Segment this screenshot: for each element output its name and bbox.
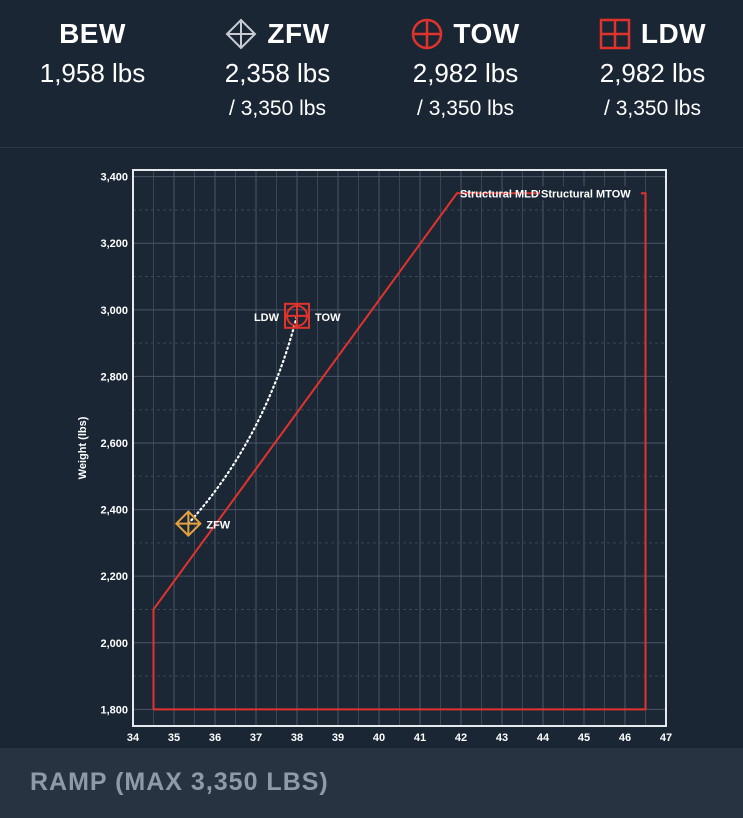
- zfw-marker-label: ZFW: [206, 520, 230, 532]
- x-tick-label: 45: [578, 732, 590, 744]
- x-tick-label: 47: [660, 732, 672, 744]
- zfw-max: / 3,350 lbs: [229, 97, 326, 120]
- bew-value: 1,958 lbs: [39, 58, 146, 88]
- x-tick-label: 36: [209, 732, 221, 744]
- cg-envelope-chart-area: Structural MLDW Structural MTOW ZFW TOW LDW…: [0, 148, 743, 748]
- y-tick-label: 3,200: [100, 238, 128, 250]
- diamond-crosshair-icon: [226, 18, 257, 50]
- x-tick-label: 39: [332, 732, 344, 744]
- weight-path: [187, 314, 299, 525]
- tow-max: / 3,350 lbs: [417, 97, 514, 120]
- x-tick-label: 34: [127, 732, 140, 744]
- plot-frame: [132, 169, 667, 727]
- tow-marker-label: TOW: [315, 312, 341, 324]
- envelope-label-mldw: Structural MLDW: [460, 188, 550, 200]
- x-tick-label: 43: [496, 732, 508, 744]
- zfw-stat: ZFW 2,358 lbs / 3,350 lbs: [205, 14, 350, 121]
- x-tick-label: 37: [250, 732, 262, 744]
- y-tick-label: 2,200: [100, 571, 128, 583]
- bew-stat: BEW 1,958 lbs: [30, 14, 155, 89]
- x-tick-label: 46: [619, 732, 631, 744]
- weight-summary-header: BEW 1,958 lbs ZFW 2,358 lbs / 3,350 lbs …: [0, 0, 743, 148]
- tow-label: TOW: [453, 18, 520, 49]
- ldw-marker-label: LDW: [254, 312, 280, 324]
- y-tick-label: 2,000: [100, 638, 128, 650]
- tow-value: 2,982 lbs: [412, 58, 519, 88]
- ldw-value: 2,982 lbs: [599, 58, 706, 88]
- x-tick-label: 35: [168, 732, 180, 744]
- ldw-label: LDW: [640, 18, 707, 49]
- y-axis-label: Weight (lbs): [77, 416, 89, 479]
- x-tick-label: 41: [414, 732, 426, 744]
- y-tick-label: 2,400: [100, 505, 128, 517]
- envelope-label-mtow-background: [540, 186, 641, 201]
- zfw-label: ZFW: [267, 18, 330, 49]
- ldw-stat: LDW 2,982 lbs / 3,350 lbs: [580, 14, 725, 121]
- ldw-max: / 3,350 lbs: [604, 97, 701, 120]
- bew-label: BEW: [59, 18, 126, 49]
- y-tick-label: 2,800: [100, 371, 128, 383]
- ramp-title: RAMP (MAX 3,350 LBS): [30, 768, 329, 796]
- y-tick-label: 1,800: [100, 704, 128, 716]
- square-crosshair-icon: [599, 18, 631, 50]
- x-tick-label: 44: [537, 732, 550, 744]
- ramp-footer: RAMP (MAX 3,350 LBS): [0, 748, 743, 818]
- y-tick-label: 3,000: [100, 305, 128, 317]
- circle-crosshair-icon: [412, 18, 443, 50]
- x-tick-label: 40: [373, 732, 385, 744]
- y-tick-label: 3,400: [100, 172, 128, 184]
- envelope-label-mtow: Structural MTOW: [541, 188, 631, 200]
- zfw-value: 2,358 lbs: [224, 58, 331, 88]
- zfw-to-tow-path: [187, 314, 299, 525]
- x-tick-label: 38: [291, 732, 303, 744]
- axes: 34 35 36 37 38 39 40 41 42 43 44 45 46 47 1,800 2,000 2,…: [100, 172, 672, 744]
- tow-stat: TOW 2,982 lbs / 3,350 lbs: [393, 14, 538, 121]
- markers: ZFW TOW LDW: [174, 302, 341, 537]
- x-tick-label: 42: [455, 732, 467, 744]
- y-tick-label: 2,600: [100, 438, 128, 450]
